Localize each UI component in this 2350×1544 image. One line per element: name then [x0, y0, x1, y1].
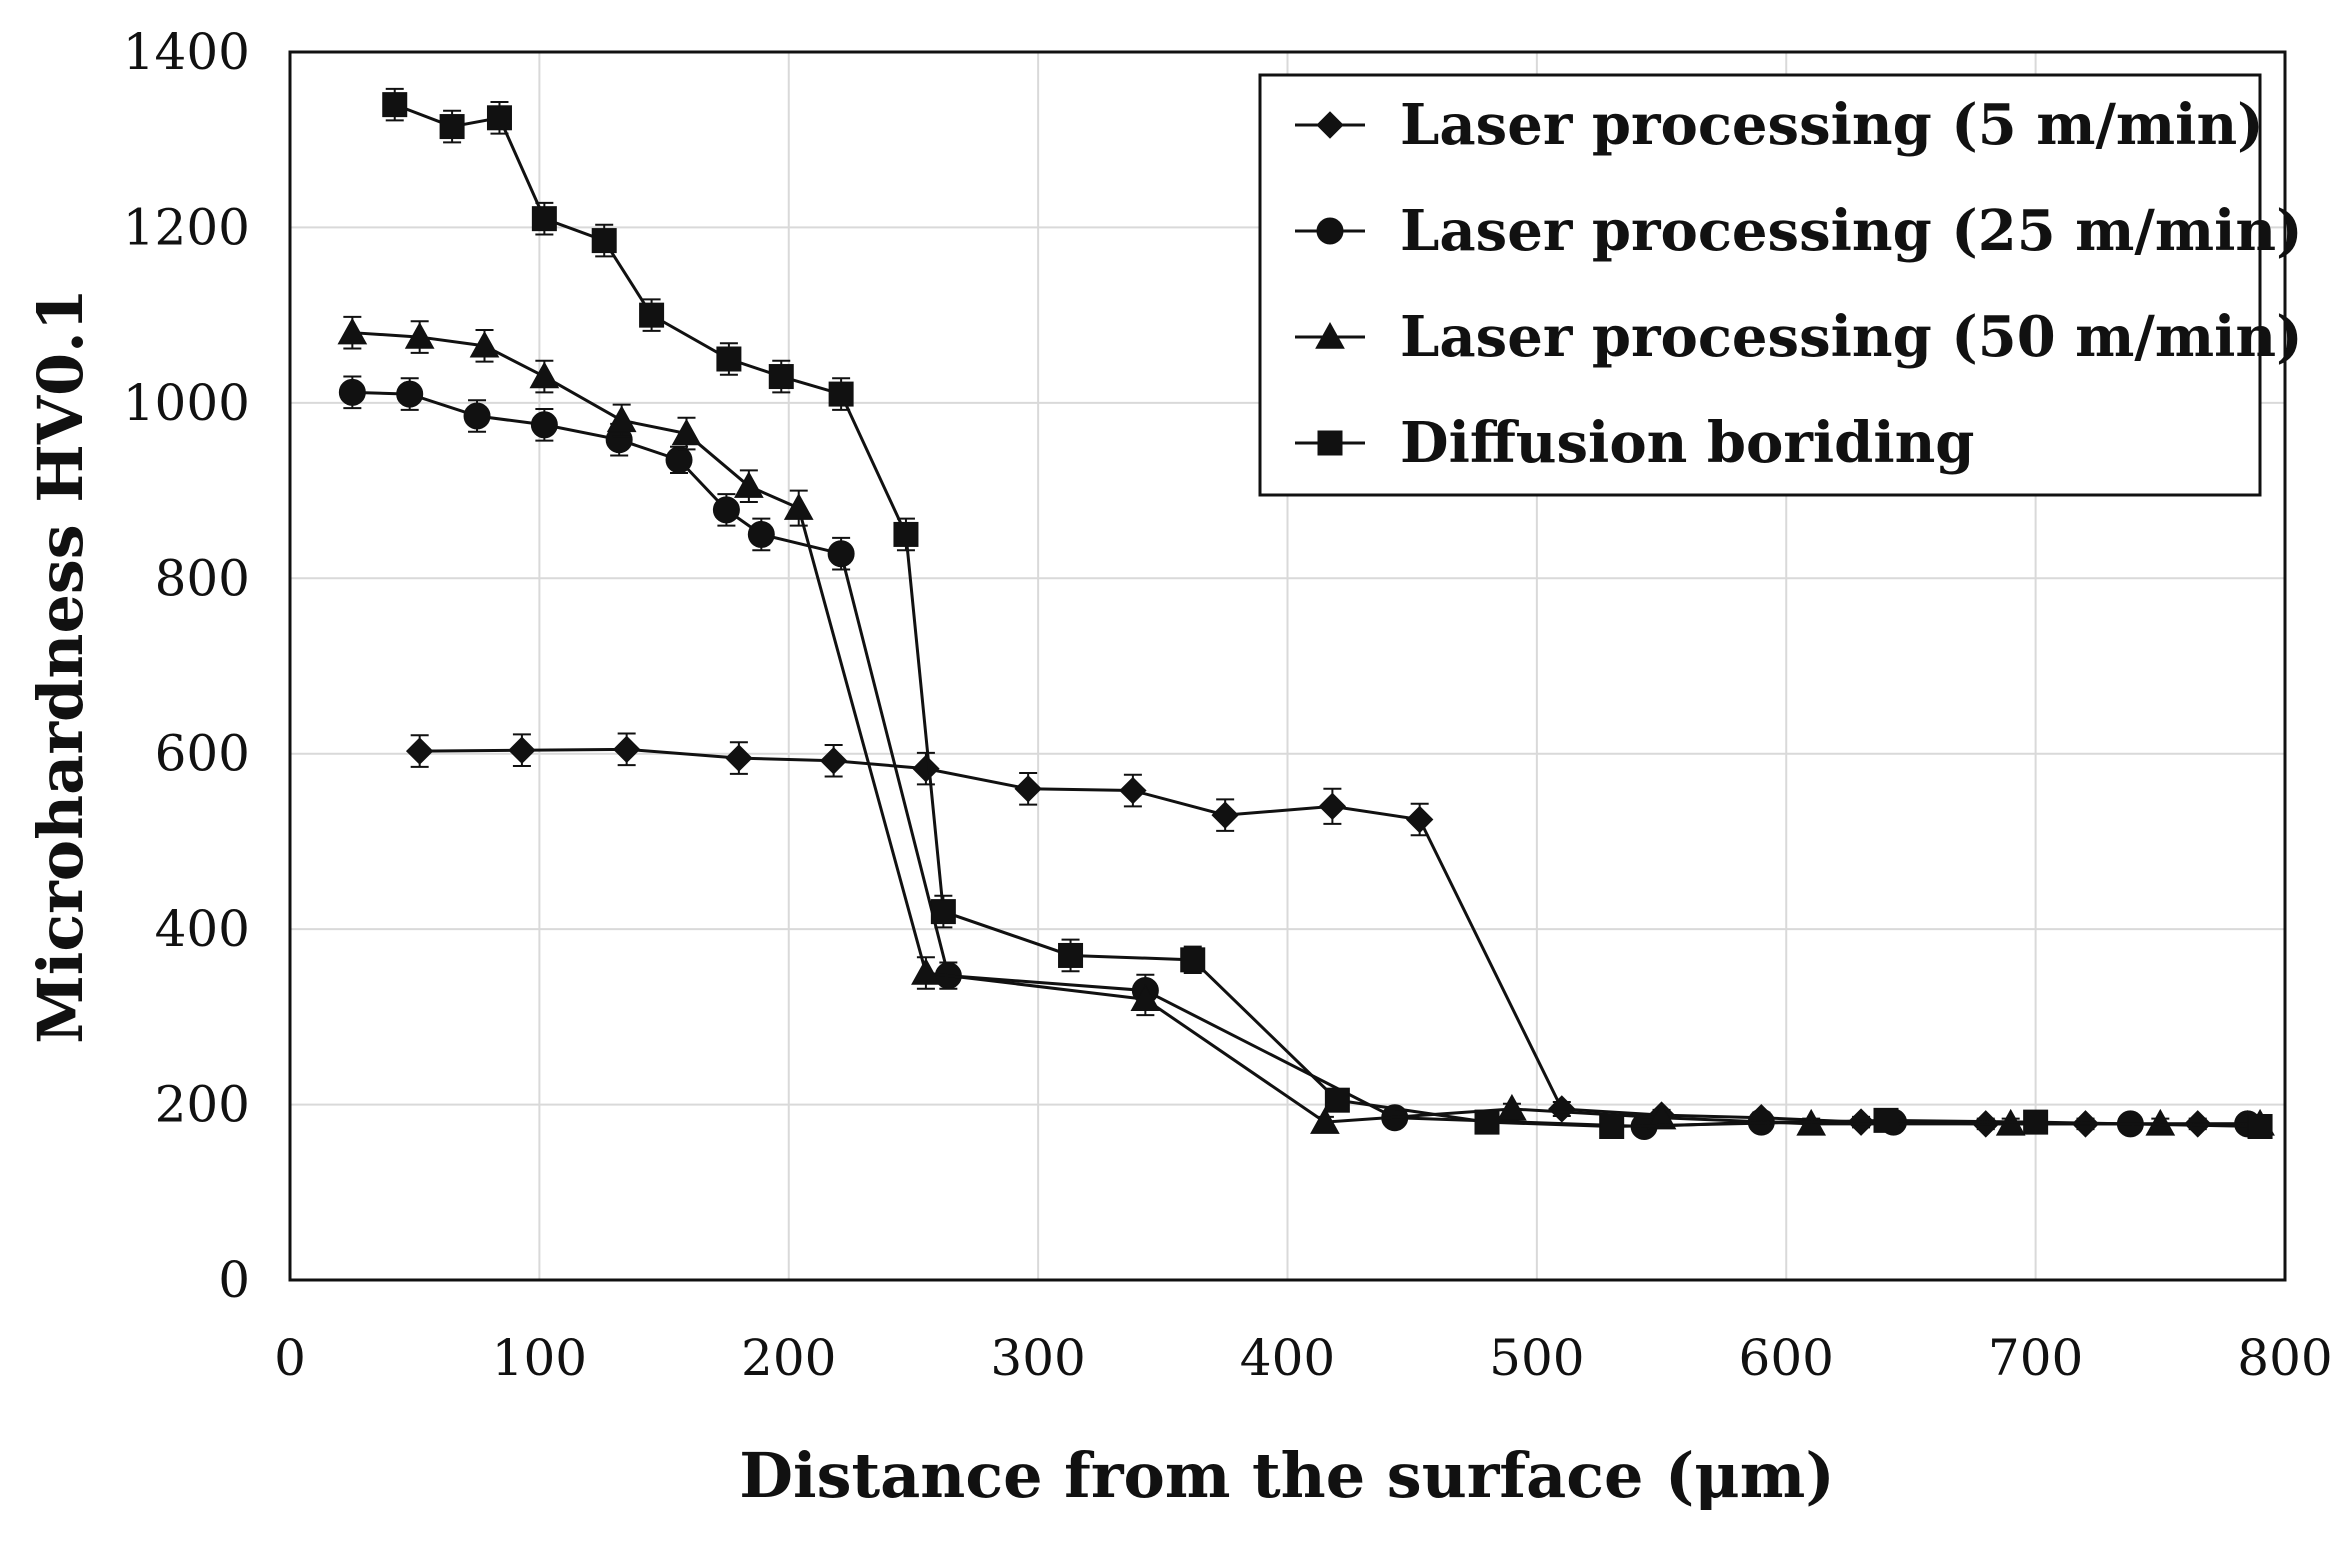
plot-frame [288, 50, 2287, 1282]
y-tick-label: 600 [155, 725, 250, 783]
x-tick-label: 200 [741, 1329, 836, 1387]
legend-entries: Laser processing (5 m/min) Laser processi… [1295, 92, 2303, 476]
data-point [912, 754, 940, 783]
x-tick-label: 500 [1489, 1329, 1584, 1387]
data-point [1014, 775, 1042, 803]
data-point [530, 411, 558, 439]
data-point [2023, 1109, 2049, 1135]
data-point [439, 114, 465, 140]
data-point [639, 302, 665, 328]
legend-label: Diffusion boriding [1400, 410, 1974, 476]
data-point [1130, 984, 1161, 1012]
data-point [712, 496, 740, 524]
x-tick-label: 600 [1739, 1329, 1834, 1387]
y-tick-label: 200 [155, 1076, 250, 1134]
legend-label: Laser processing (5 m/min) [1400, 92, 2264, 158]
series-square [382, 87, 2273, 1139]
data-point [734, 471, 764, 498]
legend-label: Laser processing (25 m/min) [1400, 198, 2303, 264]
x-tick-label: 100 [492, 1329, 587, 1387]
y-tick-label: 1400 [123, 23, 250, 81]
data-point [404, 322, 435, 349]
y-tick-label: 400 [155, 900, 250, 958]
data-point [747, 520, 775, 548]
y-tick-label: 0 [218, 1251, 250, 1309]
x-tick-label: 0 [274, 1329, 306, 1387]
series-circle [338, 375, 2262, 1140]
data-point [612, 735, 641, 764]
data-point [893, 521, 919, 547]
x-tick-label: 800 [2237, 1329, 2332, 1387]
legend-entry: Laser processing (25 m/min) [1295, 198, 2303, 264]
data-point [382, 92, 408, 118]
data-point [1318, 792, 1347, 821]
data-point [508, 736, 536, 764]
data-point [606, 405, 637, 433]
data-point [531, 206, 557, 232]
legend-entry: Laser processing (5 m/min) [1295, 92, 2264, 158]
legend-entry: Laser processing (50 m/min) [1295, 304, 2303, 370]
data-point [1599, 1114, 1625, 1139]
data-point [2247, 1114, 2273, 1139]
series-diamond [405, 732, 2262, 1138]
y-tick-label: 1200 [123, 198, 250, 256]
data-point [1474, 1109, 1500, 1135]
data-point [911, 957, 941, 985]
legend-marker [1316, 217, 1344, 245]
data-point [665, 446, 693, 474]
data-point [1058, 942, 1084, 968]
data-point [827, 540, 855, 568]
data-point [819, 747, 848, 775]
y-tick-label: 800 [155, 549, 250, 607]
y-axis-title: Microhardness HV0.1 [24, 288, 97, 1044]
data-point [529, 361, 560, 389]
legend-entry: Diffusion boriding [1295, 410, 1974, 476]
x-axis-title: Distance from the surface (μm) [739, 1439, 1834, 1512]
series-triangle [337, 315, 2275, 1136]
data-point [1310, 1107, 1340, 1134]
data-point [486, 105, 512, 131]
legend-marker [1316, 111, 1344, 139]
data-point [725, 744, 753, 772]
data-point [1548, 1095, 1576, 1123]
data-point [2145, 1108, 2176, 1136]
legend-marker [1315, 321, 1345, 349]
data-point [716, 346, 742, 372]
legend: Laser processing (5 m/min) Laser processi… [1258, 73, 2303, 497]
data-point [1405, 805, 1434, 834]
data-point [1873, 1107, 1899, 1133]
data-point [463, 402, 491, 430]
data-point [469, 330, 500, 358]
legend-label: Laser processing (50 m/min) [1400, 304, 2303, 370]
series-layer [337, 87, 2275, 1140]
x-tick-label: 400 [1240, 1329, 1335, 1387]
data-point [828, 381, 854, 407]
legend-marker [1317, 430, 1343, 456]
data-point [337, 317, 368, 345]
data-point [1646, 1102, 1677, 1130]
x-tick-label: 300 [990, 1329, 1085, 1387]
y-axis-ticks: 0 200 400 600 800 1000 1200 1400 [123, 23, 250, 1309]
data-point [1497, 1093, 1527, 1121]
data-point [671, 418, 702, 446]
legend-box [1258, 73, 2262, 497]
series-line [352, 390, 2248, 1129]
data-point [930, 899, 956, 925]
data-point [338, 378, 366, 406]
data-point [1211, 801, 1239, 829]
x-tick-label: 700 [1988, 1329, 2083, 1387]
y-tick-label: 1000 [123, 374, 250, 432]
data-point [405, 737, 434, 765]
data-point [1180, 947, 1206, 973]
data-point [783, 493, 814, 520]
data-point [1119, 776, 1147, 805]
data-point [1324, 1087, 1350, 1113]
data-point [396, 380, 424, 408]
data-point [768, 364, 794, 390]
x-axis-ticks: 0 100 200 300 400 500 600 700 800 [274, 1329, 2333, 1387]
data-point [591, 228, 617, 254]
